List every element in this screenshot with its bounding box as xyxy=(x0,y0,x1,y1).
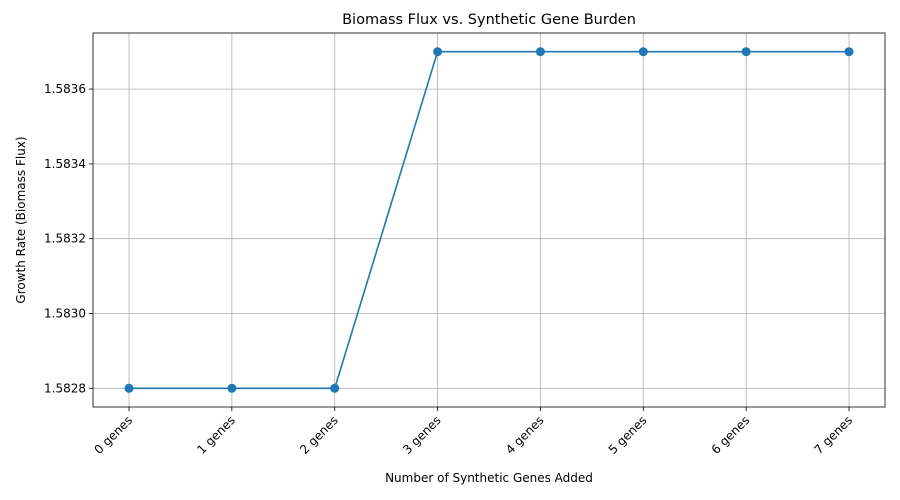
x-axis-label: Number of Synthetic Genes Added xyxy=(385,471,593,485)
x-tick-label: 2 genes xyxy=(297,413,341,457)
x-tick-label: 4 genes xyxy=(503,413,547,457)
x-tick-label: 7 genes xyxy=(811,413,855,457)
y-tick-label: 1.5832 xyxy=(44,232,86,246)
y-axis-label: Growth Rate (Biomass Flux) xyxy=(14,136,28,303)
y-tick-label: 1.5828 xyxy=(44,381,86,395)
y-tick-label: 1.5830 xyxy=(44,307,86,321)
data-point xyxy=(638,47,648,57)
x-tick-label: 0 genes xyxy=(91,413,135,457)
data-point xyxy=(433,47,443,57)
y-tick-label: 1.5836 xyxy=(44,82,86,96)
data-point xyxy=(227,383,237,393)
grid-lines xyxy=(93,33,885,407)
series-line xyxy=(129,50,849,390)
axis-ticks: 0 genes 1 genes 2 genes 3 genes 4 genes 5 gen… xyxy=(44,82,855,457)
x-tick-label: 6 genes xyxy=(709,413,753,457)
data-point xyxy=(124,383,134,393)
x-tick-label: 5 genes xyxy=(606,413,650,457)
data-point xyxy=(844,47,854,57)
y-tick-label: 1.5834 xyxy=(44,157,86,171)
series-layer xyxy=(124,47,854,393)
x-tick-label: 1 genes xyxy=(194,413,238,457)
x-tick-label: 3 genes xyxy=(400,413,444,457)
data-point xyxy=(330,383,340,393)
data-point xyxy=(741,47,751,57)
data-point xyxy=(535,47,545,57)
chart-title: Biomass Flux vs. Synthetic Gene Burden xyxy=(342,12,636,28)
plot-frame xyxy=(92,32,886,408)
